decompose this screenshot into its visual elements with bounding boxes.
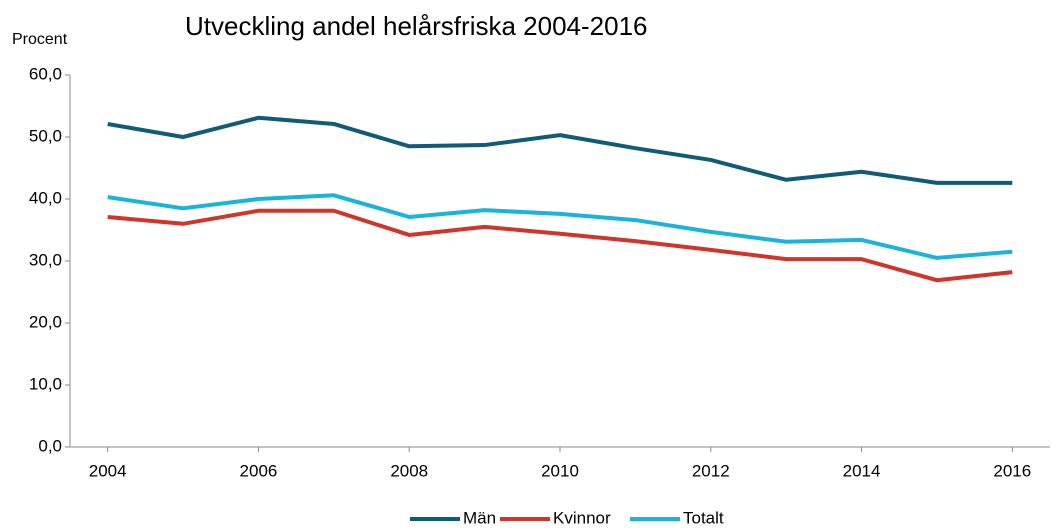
y-tick-label: 30,0 bbox=[29, 250, 62, 269]
y-tick-label: 20,0 bbox=[29, 312, 62, 331]
x-tick-label: 2012 bbox=[692, 461, 730, 480]
x-tick-label: 2014 bbox=[843, 461, 881, 480]
chart-title: Utveckling andel helårsfriska 2004-2016 bbox=[185, 11, 648, 41]
y-tick-label: 50,0 bbox=[29, 126, 62, 145]
x-tick-label: 2010 bbox=[541, 461, 579, 480]
y-tick-label: 0,0 bbox=[38, 436, 62, 455]
x-tick-label: 2008 bbox=[390, 461, 428, 480]
x-tick-label: 2006 bbox=[240, 461, 278, 480]
x-tick-label: 2004 bbox=[89, 461, 127, 480]
y-tick-label: 60,0 bbox=[29, 64, 62, 83]
y-tick-label: 10,0 bbox=[29, 374, 62, 393]
y-tick-label: 40,0 bbox=[29, 188, 62, 207]
x-tick-label: 2016 bbox=[993, 461, 1031, 480]
y-axis-label: Procent bbox=[12, 31, 68, 48]
series-line bbox=[107, 115, 1013, 185]
legend-label: Kvinnor bbox=[553, 508, 611, 527]
legend-label: Totalt bbox=[683, 508, 724, 527]
series-line bbox=[107, 193, 1013, 260]
series-line bbox=[107, 208, 1013, 283]
legend-label: Män bbox=[463, 508, 496, 527]
